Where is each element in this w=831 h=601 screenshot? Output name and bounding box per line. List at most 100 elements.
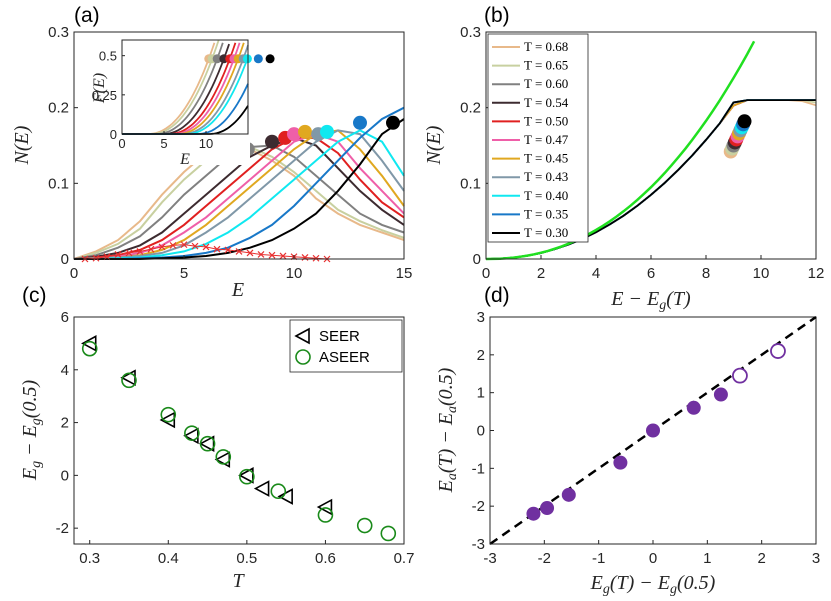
peak-marker-0.30: [386, 115, 400, 130]
panel-d-xtick-label: -3: [483, 550, 496, 567]
panel-d-xtick-label: 2: [757, 550, 765, 567]
inset-xtick-label: 0: [118, 136, 125, 151]
panel-a-ticks: 0 5 10 15 0 0.1 0.2 0.3: [48, 24, 412, 282]
peak-marker-0.54: [265, 134, 279, 149]
seer-legend-marker: [294, 327, 310, 345]
panel-b-ylabel: N(E): [423, 125, 445, 165]
panel-a: (a) 0 5 10 15 0 0.1 0.2 0.3 E N(E) 0 5 10 0 0.25 0.5…: [11, 4, 412, 301]
aseer-marker: [81, 340, 98, 357]
series-line-0.43: [73, 129, 405, 260]
panel-a-xtick-label: 0: [70, 265, 78, 282]
cross-marker: [202, 243, 210, 251]
cross-marker: [136, 248, 144, 255]
filled-point: [613, 455, 628, 470]
seer-marker: [159, 411, 176, 429]
panel-b-legend: T = 0.68 T = 0.65 T = 0.60 T = 0.54 T = 0.50…: [487, 33, 589, 243]
legend-box: [487, 33, 589, 243]
panel-d-ytick-label: 3: [477, 309, 485, 326]
cross-marker: [125, 249, 133, 257]
panel-c-label: (c): [22, 284, 47, 307]
panel-c-xtick-label: 0.3: [79, 550, 100, 567]
panel-b-xtick-label: 2: [537, 265, 545, 282]
panel-c-ticks: 0.3 0.4 0.5 0.6 0.7 -2 0 2 4 6: [56, 309, 415, 567]
inset-axes-box: [121, 39, 249, 135]
panel-c-xtick-label: 0.5: [236, 550, 257, 567]
seer-marker: [81, 335, 97, 352]
panel-a-ytick-label: 0: [61, 251, 69, 268]
panel-a-xtick-label: 15: [396, 265, 413, 282]
inset-marker-0.60: [212, 54, 222, 64]
aseer-marker: [239, 468, 255, 485]
seer-legend-label: SEER: [319, 328, 360, 345]
panel-c: (c) 0.3 0.4 0.5 0.6 0.7 -2 0 2 4 6 T Eg − Eg(0.5)…: [19, 284, 414, 592]
panel-a-xlabel: E: [231, 279, 244, 301]
aseer-marker: [380, 525, 397, 542]
panel-b-xtick-label: 10: [753, 265, 770, 282]
cross-marker: [268, 251, 276, 259]
aseer-marker: [199, 435, 216, 452]
aseer-marker: [215, 449, 232, 465]
panel-c-ytick-label: 4: [61, 362, 69, 379]
aseer-marker: [317, 507, 334, 523]
panel-d-xtick-label: -2: [538, 550, 551, 567]
panel-b-xtick-label: 12: [808, 265, 825, 282]
inset-marker-0.35: [253, 54, 263, 64]
series-line-0.54: [73, 136, 405, 260]
cross-marker: [246, 249, 254, 257]
panel-d-ytick-label: -3: [472, 536, 485, 553]
panel-b-label: (b): [484, 4, 510, 27]
panel-d-xtick-label: -1: [592, 550, 605, 567]
panel-a-ytick-label: 0.2: [48, 100, 69, 117]
panel-c-xtick-label: 0.4: [158, 550, 179, 567]
panel-d-ylabel: Ea(T) − Ea(0.5): [435, 367, 460, 493]
cross-marker: [114, 251, 122, 258]
panel-d-ytick-label: 1: [477, 385, 485, 402]
filled-point: [646, 423, 660, 438]
peak-marker-0.35: [353, 115, 367, 130]
panel-c-xlabel: T: [232, 570, 245, 592]
legend-label: T = 0.30: [524, 225, 568, 240]
cross-marker: [235, 248, 243, 255]
cross-marker: [180, 241, 188, 249]
inset-ytick-label: 0.5: [99, 49, 117, 64]
legend-label: T = 0.43: [524, 169, 568, 184]
panel-c-ytick-label: 2: [61, 415, 69, 432]
seer-marker: [198, 435, 215, 453]
peak-marker-0.45: [298, 124, 312, 139]
legend-label: T = 0.60: [524, 76, 568, 91]
cross-marker: [279, 252, 287, 260]
panel-c-legend: SEER ASEER: [289, 319, 403, 373]
panel-d-xtick-label: 0: [649, 550, 657, 567]
panel-c-ytick-label: 6: [61, 309, 69, 326]
legend-label: T = 0.65: [524, 58, 568, 73]
panel-a-axes-box: [73, 31, 405, 260]
cross-marker: [92, 254, 100, 262]
cross-marker: [169, 241, 177, 249]
panel-b-xtick-label: 0: [482, 265, 490, 282]
peak-marker-0.40: [320, 124, 334, 139]
panel-c-ylabel: Eg − Eg(0.5): [19, 380, 44, 482]
panel-b-xtick-label: 6: [647, 265, 655, 282]
cross-marker: [224, 246, 232, 254]
panel-b-xtick-label: 4: [592, 265, 600, 282]
panel-a-xtick-label: 10: [286, 265, 303, 282]
panel-a-xtick-label: 5: [180, 265, 188, 282]
aseer-marker: [160, 406, 177, 423]
aseer-marker: [184, 425, 200, 441]
panel-b: (b) 0 2 4 6 8 10 12 0 0.1 0.2 0.3 T = 0.68 T = 0.65…: [423, 4, 824, 313]
series-line-0.47: [73, 133, 405, 260]
inset-ytick-label: 0: [110, 127, 117, 142]
panel-b-ticks: 0 2 4 6 8 10 12 0 0.1 0.2 0.3: [460, 24, 824, 282]
inset-xtick-label: 5: [160, 136, 167, 151]
panel-c-plot-area: [81, 335, 397, 542]
legend-label: T = 0.54: [524, 95, 569, 110]
panel-a-ytick-label: 0.3: [48, 24, 69, 41]
filled-point: [686, 400, 701, 415]
legend-label: T = 0.68: [524, 39, 568, 54]
panel-b-plot-area: [485, 40, 817, 261]
panel-d-label: (d): [484, 284, 510, 307]
panel-d-ytick-label: -1: [472, 460, 485, 477]
panel-c-xtick-label: 0.6: [315, 550, 336, 567]
filled-point: [713, 387, 728, 402]
